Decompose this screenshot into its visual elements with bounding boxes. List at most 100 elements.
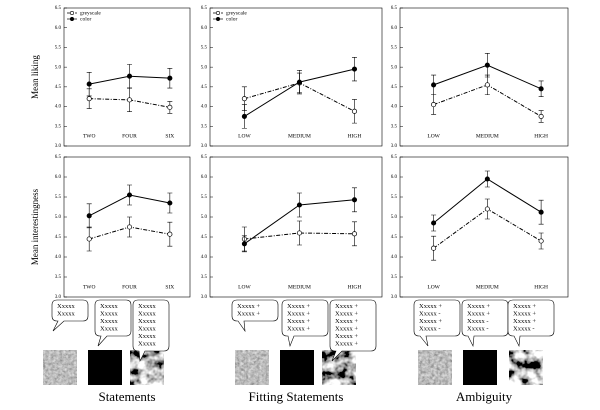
y-tick-label: 4.0 [55,105,62,110]
marker [484,206,490,212]
marker [351,66,358,72]
bubble-text: Xxxxx + [467,303,490,310]
bubble-text: Xxxxx + [335,333,358,340]
marker [296,79,302,85]
image [88,350,122,385]
marker [126,73,133,79]
marker [167,104,173,110]
marker [86,236,92,242]
speech-bubble [507,299,555,348]
plot-frame [63,7,191,147]
y-tick-label: 4.0 [55,255,62,260]
y-tick-label: 3.5 [391,124,398,129]
y-tick-label: 5.5 [201,46,208,51]
plot-frame [399,7,569,147]
marker [86,213,92,219]
y-tick-label: 6.5 [391,6,398,11]
x-tick-label: MEDIUM [288,133,311,139]
legend-label: color [80,16,91,22]
speech-bubble [231,299,279,333]
image [280,350,314,385]
y-tick-label: 6.0 [391,26,398,31]
legend-marker [70,11,75,16]
x-tick-label: FOUR [122,133,137,139]
bubble-text: Xxxxx [100,310,118,317]
marker [167,231,173,237]
bubble-text: Xxxxx + [419,318,442,325]
x-tick-label: SIX [165,284,174,290]
y-tick-label: 4.5 [391,235,398,240]
y-tick-label: 6.5 [391,155,398,160]
speech-bubble [461,299,509,348]
marker [126,224,133,230]
speech-bubble [329,299,377,362]
x-tick-label: SIX [165,133,174,139]
column-title: Fitting Statements [249,389,344,404]
bubble-text: Xxxxx + [237,310,260,317]
marker [484,82,490,88]
y-tick-label: 3.0 [55,295,62,300]
x-tick-label: HIGH [534,133,548,139]
image [43,350,77,385]
bubble-text: Xxxxx + [287,310,310,317]
bubble-text: Xxxxx + [287,325,310,332]
bubble-text: Xxxxx [100,318,118,325]
x-tick-label: LOW [238,284,251,290]
marker [86,96,92,102]
marker [484,176,490,182]
x-tick-label: MEDIUM [476,133,499,139]
image [130,350,164,385]
bubble-text: Xxxxx + [287,303,310,310]
marker [351,231,358,237]
y-tick-label: 5.5 [55,195,62,200]
bubble-text: Xxxxx [57,303,75,310]
bubble-text: Xxxxx + [335,318,358,325]
speech-bubble [413,299,461,347]
marker [241,113,247,119]
speech-bubble [281,299,329,348]
y-tick-label: 3.5 [391,275,398,280]
image [509,350,543,385]
bubble-text: Xxxxx + [237,303,260,310]
y-tick-label: 6.0 [55,175,62,180]
y-tick-label: 6.5 [55,155,62,160]
speech-bubble [132,299,170,363]
legend-marker [216,16,221,21]
y-tick-label: 4.5 [201,85,208,90]
y-tick-label: 6.5 [55,6,62,11]
column-title: Statements [98,389,155,404]
y-tick-label: 3.0 [391,144,398,149]
bubble-text: Xxxxx [138,310,156,317]
legend-label: color [226,16,237,22]
y-tick-label: 5.0 [391,215,398,220]
series-line [244,232,355,240]
y-tick-label: 5.0 [55,215,62,220]
y-tick-label: 4.0 [201,255,208,260]
bubble-text: Xxxxx + [467,310,490,317]
y-tick-label: 5.5 [55,46,62,51]
legend-label: greyscale [80,10,101,16]
bubble-text: Xxxxx + [287,318,310,325]
bubble-text: Xxxxx - [419,325,440,332]
marker [126,192,133,198]
x-tick-label: MEDIUM [476,284,499,290]
marker [296,202,302,208]
bubble-text: Xxxxx [138,303,156,310]
y-tick-label: 5.5 [391,195,398,200]
y-tick-label: 5.0 [55,65,62,70]
x-tick-label: LOW [238,133,251,139]
y-tick-label: 3.5 [55,275,62,280]
bubble-text: Xxxxx + [513,310,536,317]
x-tick-label: HIGH [534,284,548,290]
marker [86,81,92,87]
marker [167,75,173,81]
plot-frame [209,156,383,298]
x-tick-label: HIGH [348,284,362,290]
y-tick-label: 3.5 [201,124,208,129]
bubble-text: Xxxxx + [513,303,536,310]
bubble-text: Xxxxx [138,333,156,340]
marker [296,230,302,236]
x-tick-label: FOUR [122,284,137,290]
marker [484,62,490,68]
